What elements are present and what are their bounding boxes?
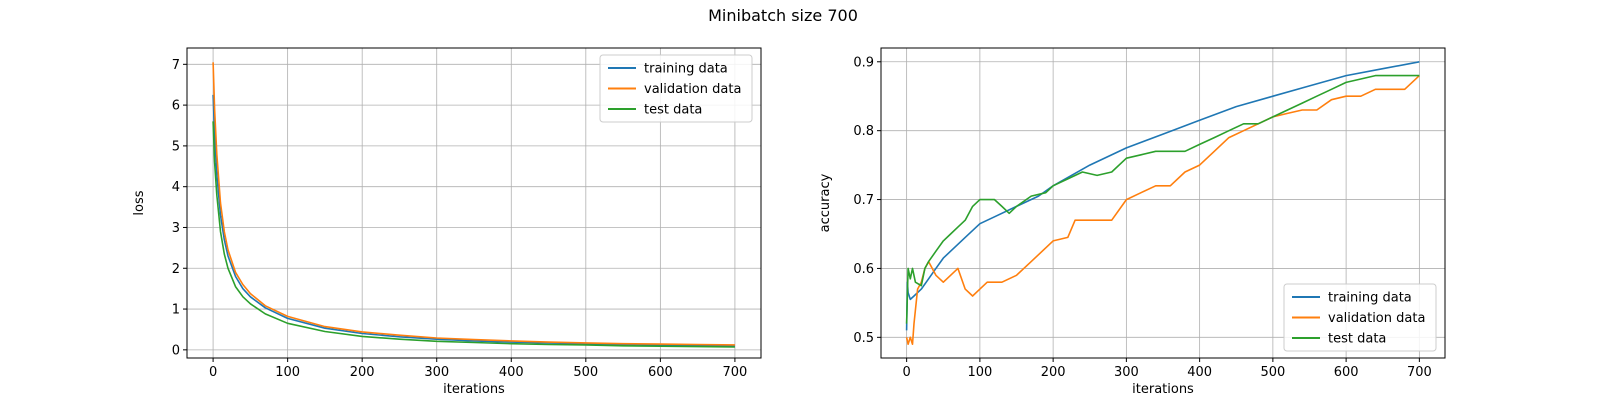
- y-tick-label: 1: [172, 303, 180, 318]
- x-tick-label: 0: [902, 365, 910, 380]
- x-tick-label: 200: [1041, 365, 1066, 380]
- x-axis-label: iterations: [1132, 382, 1194, 397]
- plot-area: [212, 62, 735, 348]
- x-tick-label: 700: [1407, 365, 1432, 380]
- legend-label: validation data: [644, 82, 741, 97]
- x-tick-label: 0: [209, 365, 217, 380]
- y-tick-label: 0.6: [853, 262, 874, 277]
- y-tick-label: 4: [172, 180, 180, 195]
- legend-label: training data: [644, 62, 728, 77]
- y-tick-label: 7: [172, 58, 180, 73]
- y-tick-label: 0: [172, 343, 180, 358]
- x-tick-label: 100: [967, 365, 992, 380]
- series-line-training-data: [905, 61, 1420, 331]
- y-tick-label: 0.5: [853, 331, 874, 346]
- series-line-training-data: [212, 94, 735, 347]
- series-line-test-data: [905, 74, 1420, 324]
- x-tick-label: 100: [275, 365, 300, 380]
- x-axis-label: iterations: [443, 382, 505, 397]
- figure-title: Minibatch size 700: [708, 6, 858, 25]
- legend: training data validation data test data: [599, 54, 753, 123]
- x-tick-label: 300: [1114, 365, 1139, 380]
- axes-frame: [186, 47, 762, 359]
- x-tick-label: 600: [648, 365, 673, 380]
- plot-area: [905, 61, 1420, 345]
- legend-label: validation data: [1328, 311, 1425, 326]
- x-tick-label: 600: [1334, 365, 1359, 380]
- legend-label: training data: [1328, 291, 1412, 306]
- axes-frame: [880, 47, 1446, 359]
- y-tick-label: 0.7: [853, 193, 874, 208]
- legend-box: [599, 54, 753, 123]
- loss-chart: 0 100 200 300 400 500 600 700 0 1 2 3 4 5 6 7 iterations…: [132, 47, 762, 397]
- x-tick-label: 500: [573, 365, 598, 380]
- x-tick-label: 400: [1187, 365, 1212, 380]
- y-tick-label: 2: [172, 262, 180, 277]
- accuracy-chart: 0 100 200 300 400 500 600 700 0.5 0.6 0.7 0.8 0.9 ite…: [818, 47, 1446, 397]
- series-line-validation-data: [212, 62, 735, 346]
- y-tick-label: 0.8: [853, 124, 874, 139]
- legend: training data validation data test data: [1283, 283, 1437, 352]
- x-tick-label: 400: [499, 365, 524, 380]
- y-tick-label: 6: [172, 99, 180, 114]
- y-tick-label: 0.9: [853, 55, 874, 70]
- legend-label: test data: [1328, 332, 1386, 347]
- series-line-test-data: [212, 121, 735, 348]
- x-tick-label: 300: [424, 365, 449, 380]
- y-axis-label: accuracy: [818, 173, 833, 232]
- x-tick-label: 500: [1260, 365, 1285, 380]
- legend-label: test data: [644, 103, 702, 118]
- y-axis-label: loss: [132, 190, 147, 215]
- y-tick-label: 3: [172, 221, 180, 236]
- x-tick-label: 200: [350, 365, 375, 380]
- x-tick-label: 700: [722, 365, 747, 380]
- y-tick-label: 5: [172, 139, 180, 154]
- legend-box: [1283, 283, 1437, 352]
